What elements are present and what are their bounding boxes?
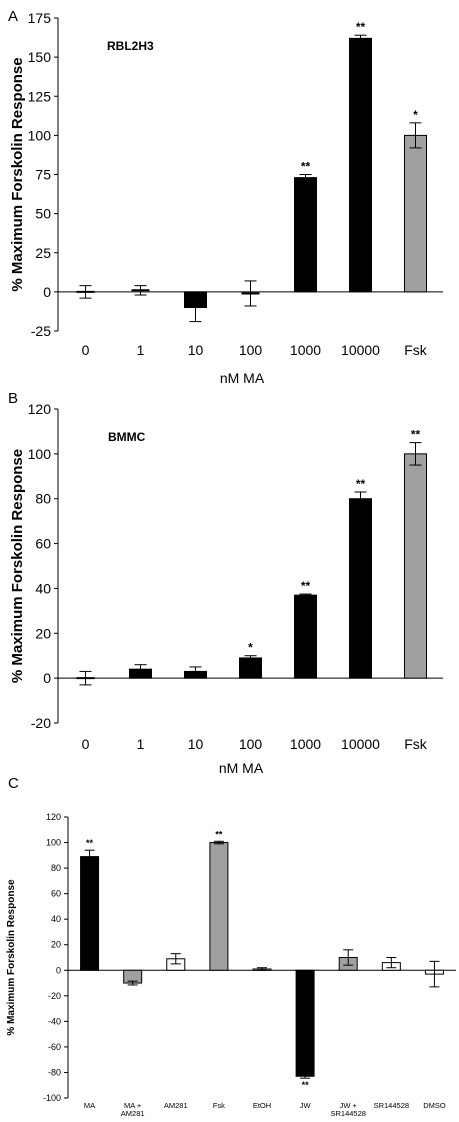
panel-letter: A — [8, 8, 18, 25]
bar — [294, 177, 317, 293]
x-tick-label: Fsk — [213, 1101, 225, 1110]
y-tick-label: 20 — [51, 940, 61, 950]
bar — [404, 453, 427, 679]
bar — [239, 657, 262, 679]
x-tick-label: 1 — [137, 342, 145, 358]
x-tick-label: 1000 — [290, 736, 321, 752]
y-tick-label: 75 — [35, 167, 51, 183]
y-axis-label: % Maximum Forskolin Response — [6, 879, 17, 1036]
x-tick-label: 1 — [137, 736, 145, 752]
y-tick-label: 50 — [35, 206, 51, 222]
x-tick-label: 10 — [188, 342, 204, 358]
y-tick-label: 60 — [51, 889, 61, 899]
bar — [295, 969, 315, 1077]
cell-line-label: RBL2H3 — [107, 39, 154, 53]
significance-marker: ** — [411, 428, 421, 442]
x-tick-label: Fsk — [404, 736, 428, 752]
significance-marker: ** — [301, 579, 311, 593]
bar — [80, 856, 100, 971]
x-tick-label: MA — [84, 1101, 95, 1110]
y-tick-label: -80 — [48, 1067, 61, 1077]
bar — [404, 134, 427, 293]
significance-marker: ** — [356, 20, 366, 34]
x-tick-label: SR144528 — [330, 1109, 365, 1117]
x-tick-label: JW + — [340, 1101, 358, 1110]
x-axis-label: nM MA — [219, 760, 264, 776]
y-tick-label: 25 — [35, 245, 51, 261]
x-axis-label: nM MA — [220, 370, 265, 386]
x-tick-label: JW — [300, 1101, 312, 1110]
y-tick-label: 20 — [35, 625, 51, 641]
x-tick-label: 100 — [239, 342, 263, 358]
y-tick-label: 125 — [28, 88, 52, 104]
x-tick-label: SR144528 — [374, 1101, 409, 1110]
y-tick-label: -100 — [43, 1093, 61, 1103]
significance-marker: * — [248, 641, 253, 655]
y-tick-label: -20 — [48, 991, 61, 1001]
significance-marker: ** — [301, 160, 311, 174]
y-tick-label: 175 — [28, 10, 52, 26]
y-tick-label: 100 — [46, 838, 61, 848]
significance-marker: ** — [302, 1080, 310, 1090]
y-tick-label: 0 — [43, 670, 51, 686]
y-tick-label: 120 — [46, 812, 61, 822]
y-tick-label: 100 — [28, 446, 52, 462]
significance-marker: ** — [356, 477, 366, 491]
bar — [209, 842, 229, 971]
x-tick-label: AM281 — [164, 1101, 188, 1110]
significance-marker: ** — [215, 829, 223, 839]
y-axis-label: % Maximum Forskolin Response — [9, 449, 26, 683]
x-tick-label: MA + — [124, 1101, 142, 1110]
y-tick-label: 40 — [51, 914, 61, 924]
y-tick-label: 80 — [51, 863, 61, 873]
y-tick-label: 100 — [28, 127, 52, 143]
panel-C: C -100 -80 -60 -40 -20 0 20 40 60 80 100 120 % Maximu… — [6, 775, 456, 1118]
x-tick-label: 10000 — [341, 736, 380, 752]
y-tick-label: -20 — [31, 715, 51, 731]
significance-marker: ** — [86, 838, 94, 848]
bar — [294, 594, 317, 679]
y-tick-label: 80 — [35, 491, 51, 507]
panel-letter: B — [8, 390, 18, 407]
bar — [349, 498, 372, 679]
x-tick-label: AM281 — [121, 1109, 145, 1117]
x-tick-label: 100 — [239, 736, 263, 752]
x-tick-label: 1000 — [290, 342, 321, 358]
y-tick-label: 0 — [43, 284, 51, 300]
y-tick-label: 150 — [28, 49, 52, 65]
y-tick-label: 120 — [28, 401, 52, 417]
x-tick-label: EtOH — [253, 1101, 271, 1110]
x-tick-label: Fsk — [404, 342, 428, 358]
x-tick-label: 0 — [82, 736, 90, 752]
bar — [349, 37, 372, 293]
y-tick-label: -40 — [48, 1016, 61, 1026]
x-tick-label: 10000 — [341, 342, 380, 358]
cell-line-label: BMMC — [108, 430, 146, 444]
y-tick-label: -60 — [48, 1042, 61, 1052]
y-tick-label: 40 — [35, 580, 51, 596]
x-tick-label: 10 — [188, 736, 204, 752]
y-axis-label: % Maximum Forskolin Response — [9, 57, 26, 291]
y-tick-label: 60 — [35, 536, 51, 552]
significance-marker: * — [413, 108, 418, 122]
y-tick-label: 0 — [56, 965, 61, 975]
x-tick-label: DMSO — [423, 1101, 446, 1110]
panel-letter: C — [8, 775, 19, 792]
y-tick-label: -25 — [31, 323, 51, 339]
x-tick-label: 0 — [82, 342, 90, 358]
